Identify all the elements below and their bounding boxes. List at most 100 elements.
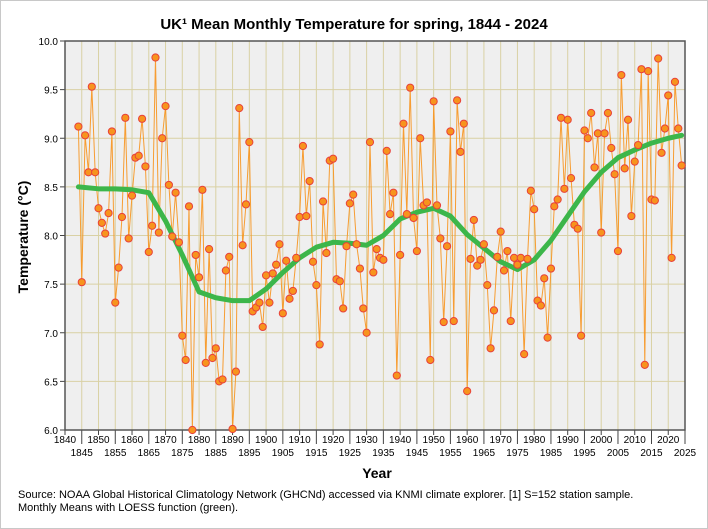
x-tick-label: 1990 xyxy=(557,435,580,446)
data-point xyxy=(308,257,318,266)
x-tick-label: 1995 xyxy=(573,448,596,459)
data-point xyxy=(121,113,130,122)
data-point xyxy=(345,199,354,208)
x-tick-label: 1910 xyxy=(288,435,311,446)
data-point xyxy=(158,134,167,143)
data-point xyxy=(422,198,432,207)
x-tick-label: 2020 xyxy=(657,435,680,446)
data-point xyxy=(151,53,160,62)
data-point xyxy=(245,138,254,147)
data-point xyxy=(432,201,442,210)
data-point xyxy=(597,228,606,237)
x-tick-label: 1875 xyxy=(171,448,194,459)
x-tick-label: 1955 xyxy=(439,448,462,459)
data-point xyxy=(298,141,308,151)
data-point xyxy=(184,202,194,211)
data-point xyxy=(546,264,556,273)
data-point xyxy=(416,134,425,143)
data-point xyxy=(385,210,395,219)
data-point xyxy=(382,146,391,155)
data-point xyxy=(523,254,532,263)
data-point xyxy=(238,241,247,250)
data-point xyxy=(335,277,344,286)
data-point xyxy=(540,274,549,283)
data-point xyxy=(241,200,251,209)
data-point xyxy=(211,344,220,353)
data-point xyxy=(315,340,324,349)
x-tick-label: 1915 xyxy=(305,448,328,459)
data-point xyxy=(426,355,435,365)
data-point xyxy=(600,129,609,138)
data-point xyxy=(201,358,210,367)
data-point xyxy=(191,250,200,260)
y-tick-label: 9.5 xyxy=(44,86,58,97)
data-point xyxy=(513,260,522,269)
data-point xyxy=(566,174,576,183)
data-point xyxy=(627,211,636,221)
data-point xyxy=(486,344,495,353)
data-point xyxy=(84,168,93,177)
data-point xyxy=(459,119,468,128)
data-point xyxy=(168,232,177,241)
data-point xyxy=(637,65,646,74)
data-point xyxy=(654,54,663,63)
x-tick-label: 1855 xyxy=(104,448,127,459)
data-point xyxy=(580,126,589,135)
data-point xyxy=(660,124,669,133)
data-point xyxy=(644,67,653,76)
data-point xyxy=(221,266,230,275)
x-tick-label: 1980 xyxy=(523,435,546,446)
data-point xyxy=(469,215,478,225)
x-tick-label: 1920 xyxy=(322,435,345,446)
data-point xyxy=(261,271,271,280)
x-tick-label: 1840 xyxy=(54,435,77,446)
data-point xyxy=(369,268,378,277)
x-tick-label: 1900 xyxy=(255,435,278,446)
x-tick-label: 2025 xyxy=(674,448,697,459)
data-point xyxy=(359,304,368,313)
data-point xyxy=(178,331,187,340)
y-axis-label: Temperature (°C) xyxy=(15,181,31,294)
data-point xyxy=(389,188,398,197)
data-point xyxy=(603,108,613,118)
x-tick-label: 1940 xyxy=(389,435,412,446)
data-point xyxy=(205,245,214,254)
data-point xyxy=(275,240,284,249)
data-point xyxy=(563,115,572,124)
data-point xyxy=(607,143,616,153)
data-point xyxy=(526,186,535,195)
data-point xyxy=(339,304,348,313)
chart-title: UK¹ Mean Monthly Temperature for spring,… xyxy=(160,16,548,33)
data-point xyxy=(633,140,643,150)
x-tick-label: 1965 xyxy=(473,448,496,459)
loess-trend-line xyxy=(75,132,685,304)
data-point xyxy=(620,164,629,173)
y-tick-label: 6.0 xyxy=(44,426,58,437)
data-point xyxy=(640,360,649,369)
data-point xyxy=(630,157,639,166)
data-point xyxy=(516,253,525,262)
x-tick-label: 2010 xyxy=(624,435,647,446)
data-point xyxy=(453,96,462,105)
data-point xyxy=(97,218,106,227)
data-point xyxy=(144,247,153,257)
data-point xyxy=(436,234,445,243)
data-point xyxy=(194,273,204,282)
x-tick-label: 1960 xyxy=(456,435,479,446)
y-tick-label: 8.0 xyxy=(44,232,58,243)
data-point xyxy=(127,191,137,200)
data-point xyxy=(137,114,147,123)
x-tick-label: 1945 xyxy=(406,448,429,459)
data-point xyxy=(94,204,103,213)
x-tick-label: 1860 xyxy=(121,435,144,446)
data-point xyxy=(590,163,599,172)
data-point xyxy=(412,246,421,256)
x-tick-label: 1885 xyxy=(205,448,228,459)
data-point xyxy=(496,227,505,236)
data-point xyxy=(593,129,602,138)
data-point xyxy=(657,148,666,157)
data-point xyxy=(573,224,582,233)
data-point xyxy=(312,280,321,290)
data-point xyxy=(81,131,90,140)
